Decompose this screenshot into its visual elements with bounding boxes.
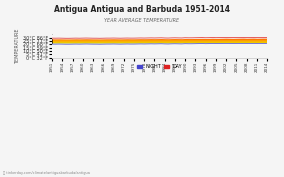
Text: Antigua Antigua and Barbuda 1951-2014: Antigua Antigua and Barbuda 1951-2014: [54, 5, 230, 14]
Text: Ⓢ tinkerday.com/climate/antiguabarbuda/antigua: Ⓢ tinkerday.com/climate/antiguabarbuda/a…: [3, 171, 90, 175]
Legend: NIGHT, DAY: NIGHT, DAY: [135, 62, 184, 71]
Y-axis label: TEMPERATURE: TEMPERATURE: [15, 28, 20, 64]
Text: YEAR AVERAGE TEMPERATURE: YEAR AVERAGE TEMPERATURE: [105, 18, 179, 23]
